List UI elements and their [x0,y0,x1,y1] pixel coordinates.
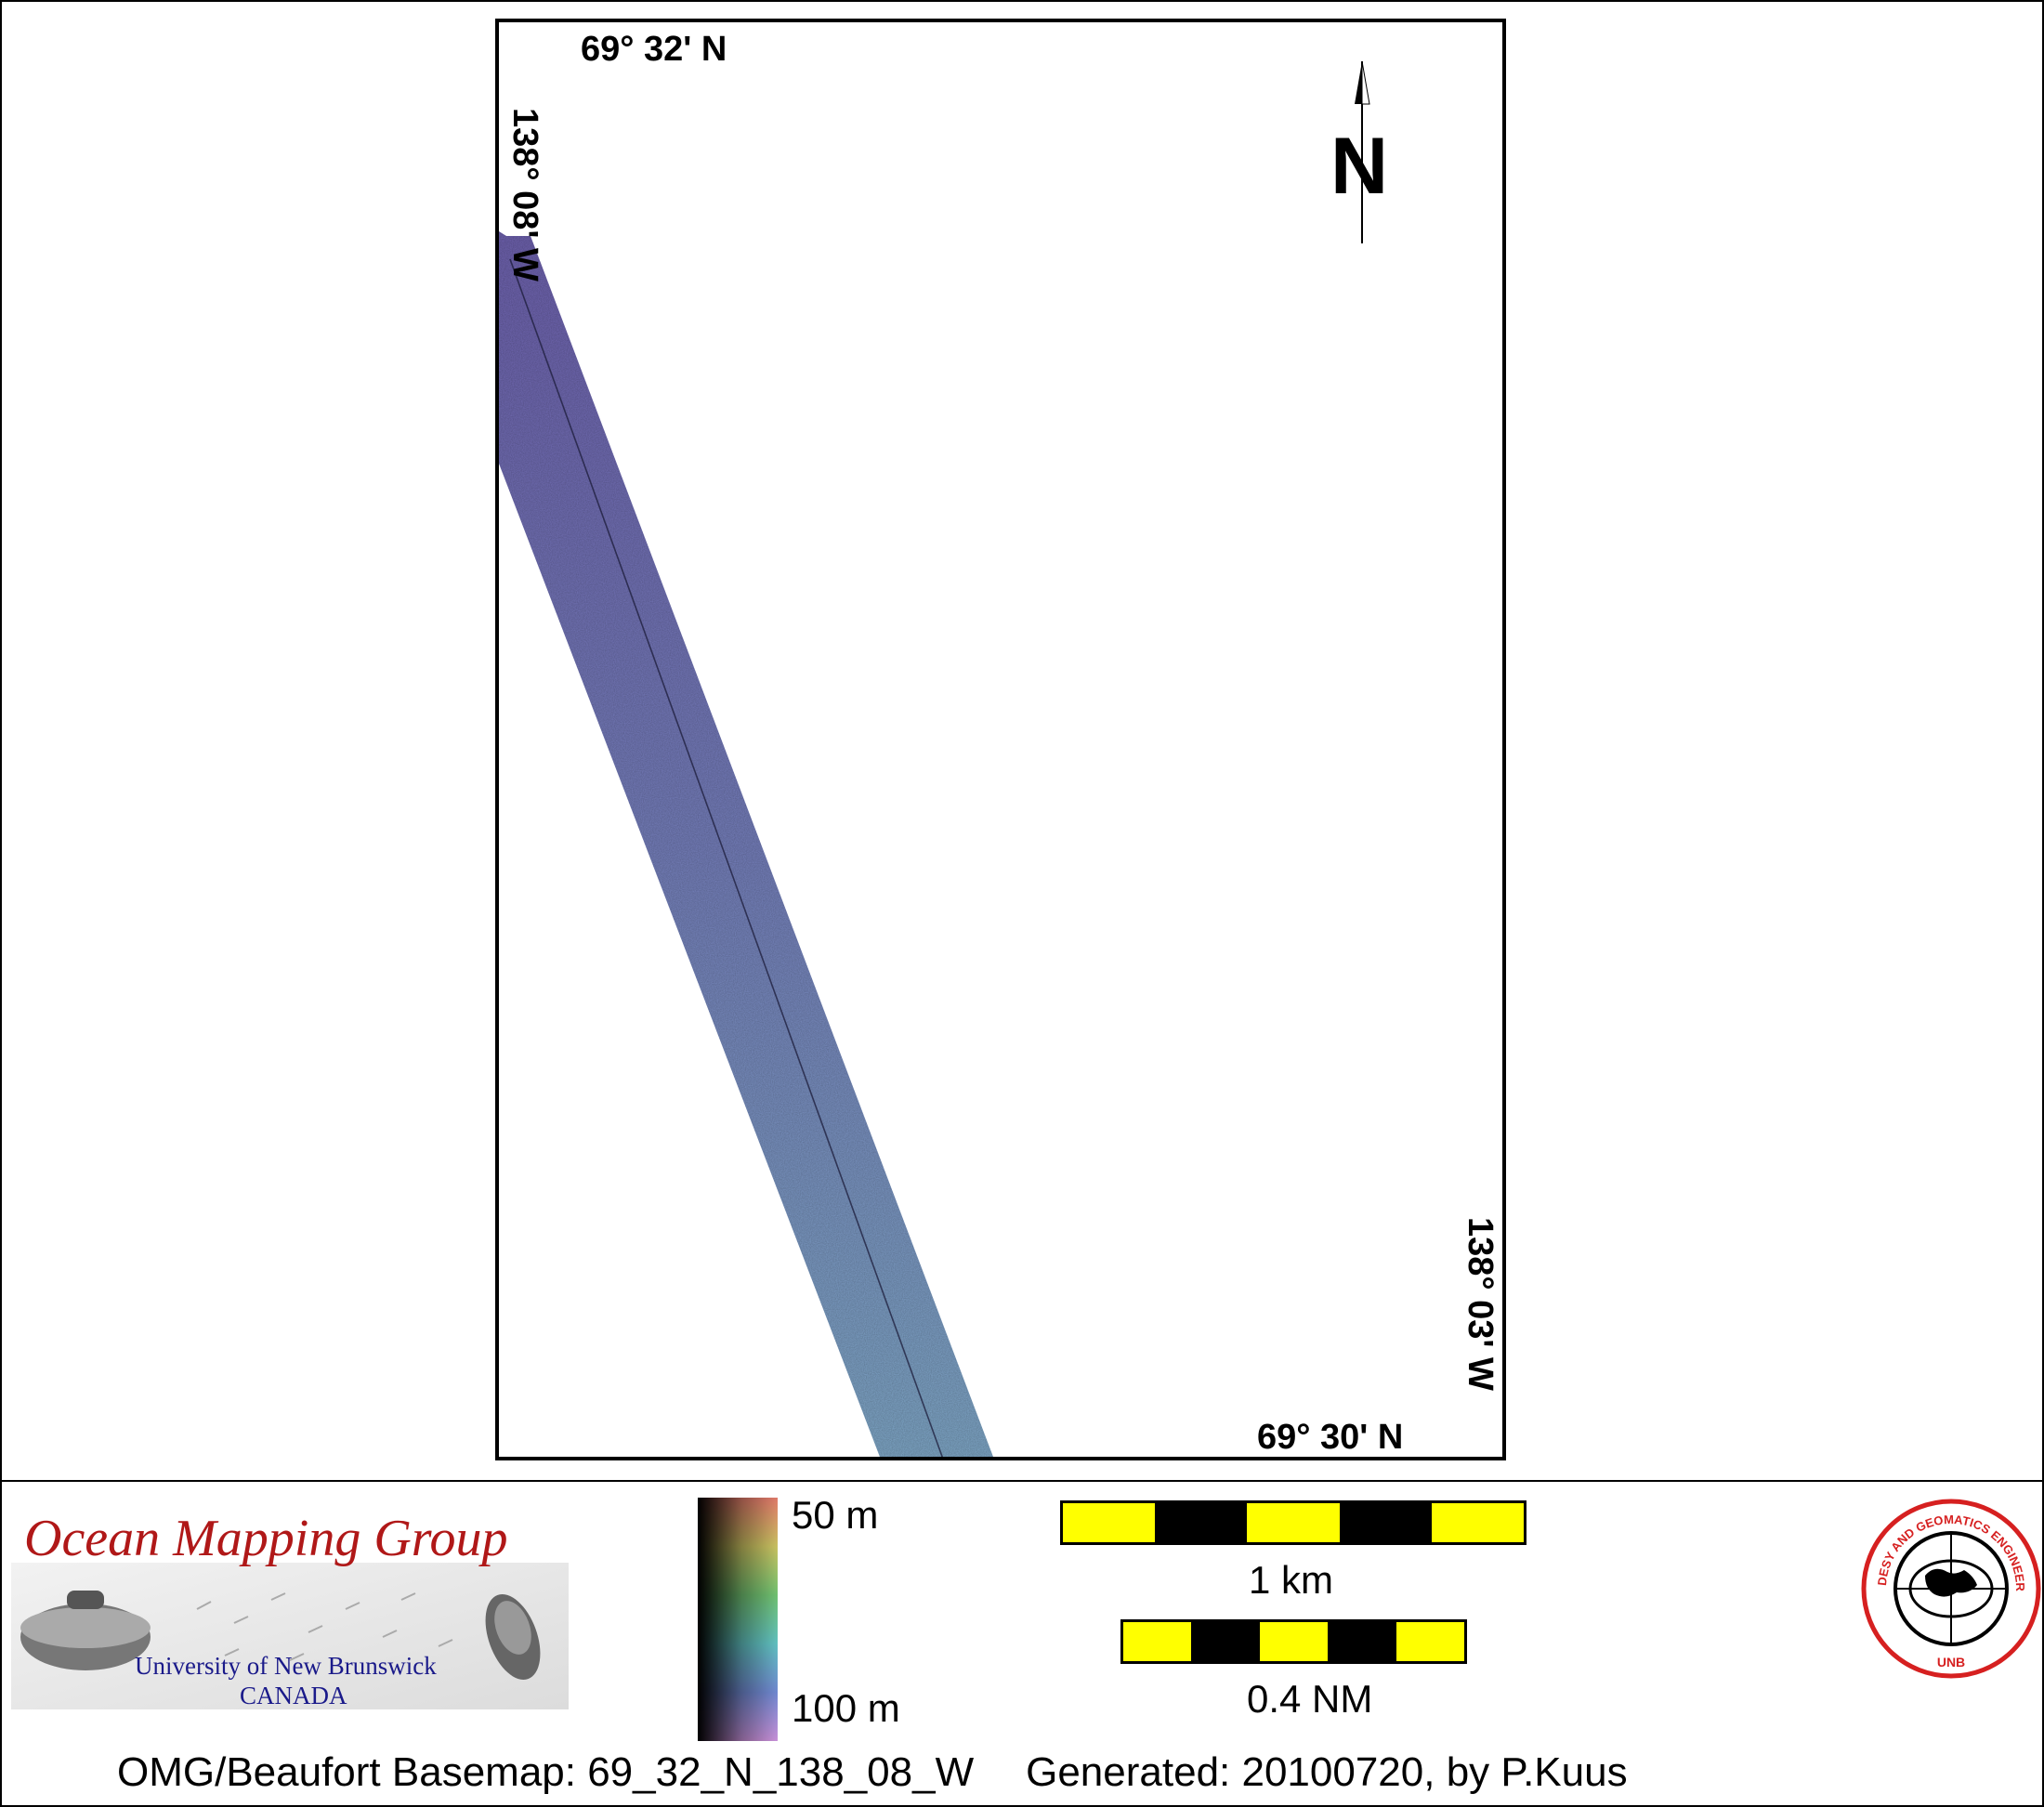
footer-generated: Generated: 20100720, by P.Kuus [1026,1749,1628,1795]
omg-logo-university: University of New Brunswick [135,1652,437,1680]
depth-colorbar [698,1498,778,1741]
scalebar-km-label: 1 km [1249,1558,1334,1602]
scalebar-nm [1120,1619,1467,1664]
scalebar-nm-label: 0.4 NM [1247,1677,1373,1721]
legend-divider [0,1480,2044,1482]
map-frame [495,19,1506,1460]
seal-bottom-text: UNB [1937,1655,1965,1670]
swath-nadir-line [509,258,943,1457]
left-longitude-label: 138° 08' W [505,108,544,282]
top-latitude-label: 69° 32' N [581,30,727,69]
scalebar-km [1060,1500,1526,1545]
footer-basemap: OMG/Beaufort Basemap: 69_32_N_138_08_W [117,1749,975,1795]
omg-logo-title: Ocean Mapping Group [24,1510,508,1567]
bottom-latitude-label: 69° 30' N [1257,1418,1404,1457]
colorbar-top-label: 50 m [792,1493,879,1537]
unb-geodesy-seal: GEODESY AND GEOMATICS ENGINEERING UNB [1860,1498,2041,1679]
omg-logo-image [11,1563,569,1709]
swath-texture [499,231,993,1457]
omg-logo-country: CANADA [240,1682,347,1709]
north-arrow-icon [1355,61,1370,243]
footer-line: OMG/Beaufort Basemap: 69_32_N_138_08_W Ge… [117,1752,1628,1793]
right-longitude-label: 138° 03' W [1461,1217,1500,1391]
north-letter: N [1330,122,1389,211]
bathymetry-swath [499,231,993,1457]
colorbar-bottom-label: 100 m [792,1686,900,1730]
